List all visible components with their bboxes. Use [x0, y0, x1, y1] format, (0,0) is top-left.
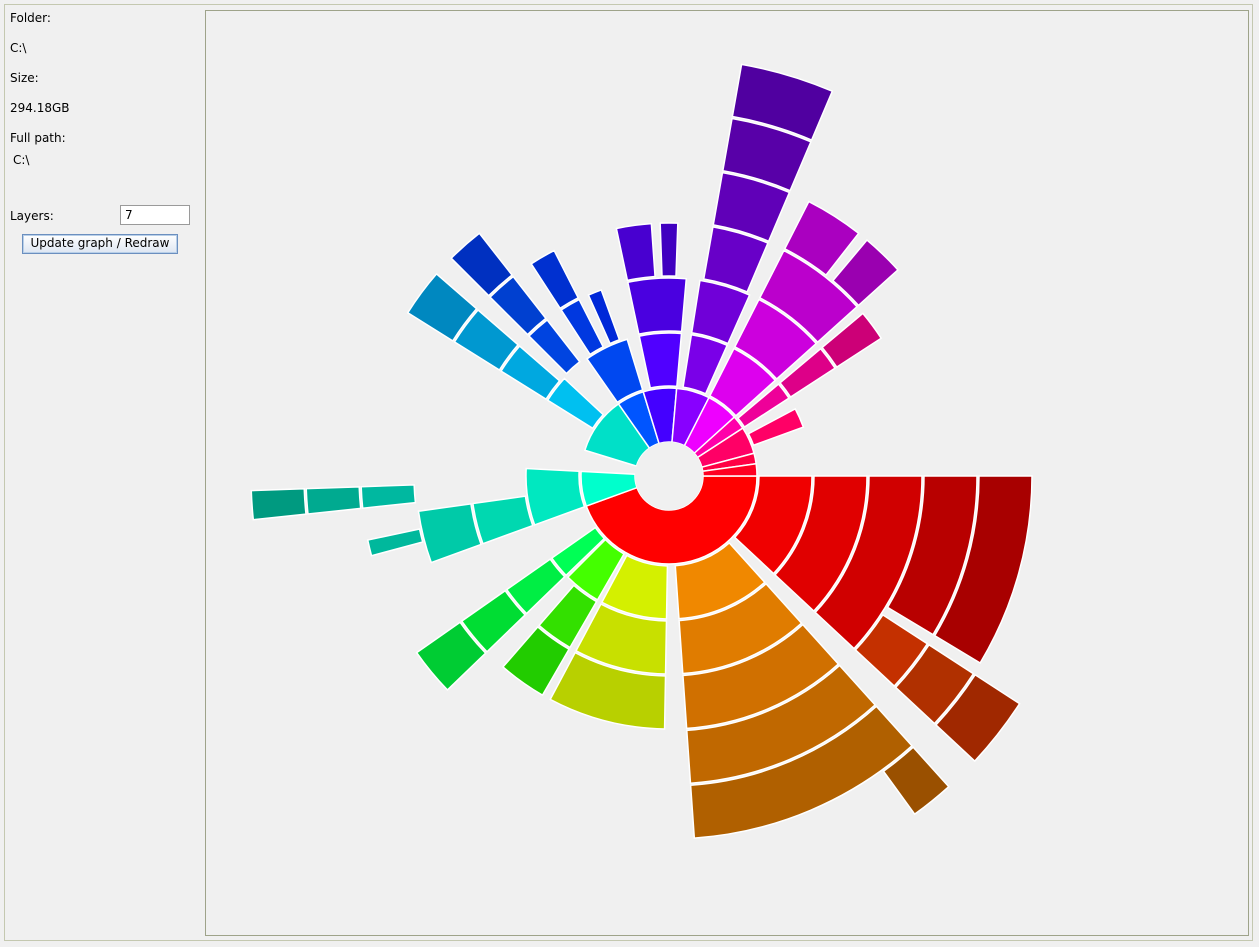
sunburst-segment[interactable] — [685, 664, 877, 785]
size-label: Size: — [10, 71, 39, 85]
sunburst-segment[interactable] — [773, 475, 868, 613]
sunburst-segment[interactable] — [538, 584, 598, 649]
sunburst-segment[interactable] — [615, 222, 656, 282]
sunburst-segment[interactable] — [758, 249, 859, 344]
layers-label: Layers: — [10, 209, 54, 223]
sunburst-segment[interactable] — [417, 502, 483, 564]
sunburst-segment[interactable] — [460, 589, 527, 653]
sunburst-segment[interactable] — [600, 554, 669, 620]
sunburst-segment[interactable] — [366, 528, 424, 557]
update-graph-button[interactable]: Update graph / Redraw — [22, 234, 178, 254]
sunburst-segment[interactable] — [690, 279, 751, 345]
sunburst-segment[interactable] — [733, 475, 813, 575]
folder-label: Folder: — [10, 11, 51, 25]
sunburst-segment[interactable] — [886, 475, 978, 636]
layers-input[interactable] — [120, 205, 190, 225]
sunburst-segment[interactable] — [814, 475, 923, 650]
sunburst-segment[interactable] — [736, 383, 790, 429]
sunburst-segment[interactable] — [585, 338, 644, 404]
sunburst-segment[interactable] — [406, 272, 478, 342]
sunburst-segment[interactable] — [575, 603, 668, 675]
sunburst-segment[interactable] — [831, 239, 899, 307]
sunburst-segment[interactable] — [489, 275, 547, 336]
info-panel: Folder: C:\ Size: 294.18GB Full path: C:… — [5, 5, 205, 942]
sunburst-segment[interactable] — [747, 407, 805, 447]
sunburst-segment[interactable] — [305, 486, 362, 515]
sunburst-segment[interactable] — [721, 117, 812, 192]
sunburst-segment[interactable] — [415, 621, 487, 692]
sunburst-segment[interactable] — [708, 347, 777, 417]
sunburst-segment[interactable] — [530, 249, 580, 310]
sunburst-segment[interactable] — [854, 613, 929, 688]
sunburst-center-hole — [635, 442, 703, 510]
sunburst-segment[interactable] — [821, 312, 883, 369]
sunburst-segment[interactable] — [894, 643, 975, 725]
sunburst-segment[interactable] — [689, 705, 913, 839]
sunburst-segment[interactable] — [587, 288, 621, 345]
full-path-value: C:\ — [13, 153, 30, 167]
sunburst-segment[interactable] — [546, 377, 605, 430]
sunburst-segment[interactable] — [712, 171, 791, 243]
sunburst-segment[interactable] — [882, 746, 950, 816]
sunburst-segment[interactable] — [560, 298, 605, 356]
sunburst-segment[interactable] — [674, 541, 766, 620]
size-value: 294.18GB — [10, 101, 70, 115]
sunburst-segment[interactable] — [550, 526, 606, 577]
sunburst-segment[interactable] — [250, 487, 307, 521]
sunburst-segment[interactable] — [527, 318, 581, 375]
sunburst-chart[interactable] — [206, 11, 1248, 935]
sunburst-segment[interactable] — [682, 333, 729, 395]
sunburst-segment[interactable] — [453, 308, 520, 372]
folder-value: C:\ — [10, 41, 27, 55]
sunburst-segment[interactable] — [360, 484, 417, 510]
sunburst-graph-panel[interactable] — [205, 10, 1249, 936]
sunburst-segment[interactable] — [733, 298, 818, 381]
sunburst-segment[interactable] — [659, 222, 679, 277]
sunburst-segment[interactable] — [566, 538, 626, 601]
full-path-label: Full path: — [10, 131, 66, 145]
sunburst-segment[interactable] — [450, 232, 514, 297]
sunburst-segment[interactable] — [505, 558, 566, 615]
sunburst-segment[interactable] — [783, 200, 860, 277]
sunburst-segment[interactable] — [549, 651, 667, 730]
sunburst-segment[interactable] — [472, 495, 534, 545]
sunburst-segment[interactable] — [779, 347, 837, 399]
sunburst-segment[interactable] — [702, 225, 769, 293]
sunburst-segment[interactable] — [501, 625, 571, 697]
sunburst-segment[interactable] — [731, 63, 834, 141]
main-window: Folder: C:\ Size: 294.18GB Full path: C:… — [4, 4, 1253, 941]
sunburst-segment[interactable] — [500, 345, 561, 401]
sunburst-segment[interactable] — [682, 623, 840, 730]
sunburst-segment[interactable] — [933, 475, 1033, 664]
sunburst-segment[interactable] — [934, 673, 1021, 763]
sunburst-segment[interactable] — [638, 332, 683, 389]
sunburst-segment[interactable] — [678, 582, 803, 675]
sunburst-segment[interactable] — [525, 467, 586, 526]
sunburst-segment[interactable] — [626, 277, 688, 336]
